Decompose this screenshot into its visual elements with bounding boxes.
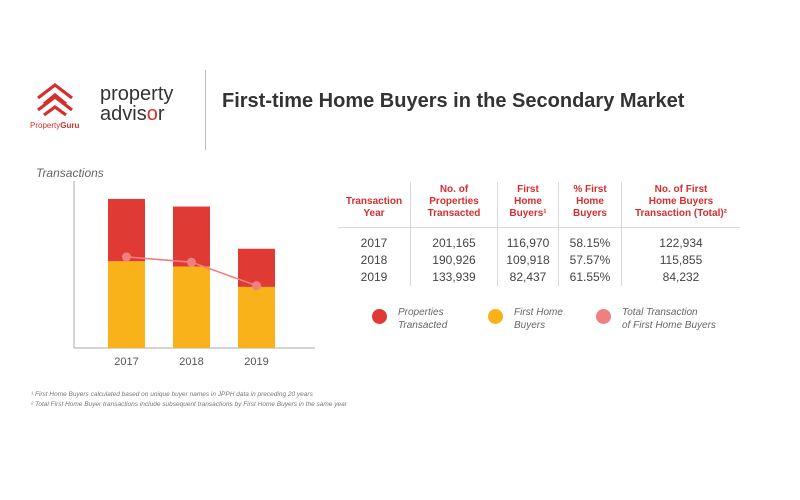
advisor-line1: property	[100, 83, 174, 105]
header-divider	[205, 70, 206, 150]
advisor-line2: advisor	[100, 103, 165, 125]
legend-label: Properties Transacted	[398, 307, 448, 331]
point-total-transaction	[187, 257, 196, 267]
page-title: First-time Home Buyers in the Secondary …	[222, 90, 685, 112]
propertyguru-logo-icon	[37, 82, 73, 117]
table-row: 2017 201,165 116,970 58.15% 122,934	[338, 227, 740, 252]
table-header-cell: No. of Properties Transacted	[410, 182, 498, 228]
table-header-cell: First Home Buyers¹	[497, 182, 559, 228]
bar-first-home-buyers	[173, 266, 210, 348]
footnote-2: ² Total First Home Buyer transactions in…	[31, 401, 347, 408]
table-header-row: Transaction Year No. of Properties Transact…	[338, 182, 740, 228]
x-tick-label: 2019	[244, 356, 268, 368]
table-cell: 82,437	[497, 269, 559, 286]
data-table: Transaction Year No. of Properties Transact…	[338, 182, 740, 286]
table-cell: 190,926	[410, 252, 498, 269]
table-body: 2017 201,165 116,970 58.15% 122,934 2018 190,9…	[338, 227, 740, 286]
legend-swatch	[372, 309, 387, 324]
bar-properties-transacted	[173, 206, 210, 267]
table-cell: 2018	[360, 253, 388, 267]
table-cell: 115,855	[621, 252, 740, 269]
legend-item-properties-transacted: Properties Transacted	[372, 306, 447, 332]
table-cell: 57.57%	[558, 252, 622, 269]
table-cell: 116,970	[497, 227, 559, 252]
x-tick-label: 2018	[179, 356, 203, 368]
chart-y-axis-label: Transactions	[36, 166, 104, 180]
table-cell: 133,939	[410, 269, 498, 286]
bar-first-home-buyers	[238, 286, 275, 348]
stacked-bar-chart: 2017 2018 2019	[73, 181, 315, 368]
table-header-cell: No. of First Home Buyers Transaction (Tota…	[621, 182, 740, 228]
legend-swatch	[596, 309, 611, 324]
legend-item-first-home-buyers: First Home Buyers	[488, 306, 563, 332]
table-cell: 109,918	[497, 252, 559, 269]
point-total-transaction	[122, 252, 131, 262]
legend-swatch	[488, 309, 503, 324]
table-header-cell: Transaction Year	[345, 196, 403, 219]
table-cell: 61.55%	[558, 269, 622, 286]
table-header-cell: % First Home Buyers	[558, 182, 622, 228]
table-cell: 84,232	[621, 269, 740, 286]
propertyguru-wordmark: PropertyGuru	[30, 121, 80, 130]
footnote-1: ¹ First Home Buyers calculated based on …	[31, 391, 313, 398]
table-cell: 2017	[360, 236, 388, 250]
table-cell: 2019	[360, 270, 388, 284]
table-row: 2019 133,939 82,437 61.55% 84,232	[338, 269, 740, 286]
legend-label: First Home Buyers	[514, 307, 563, 331]
legend-label: Total Transaction of First Home Buyers	[622, 307, 716, 331]
legend-item-total-transaction: Total Transaction of First Home Buyers	[596, 306, 716, 332]
table-row: 2018 190,926 109,918 57.57% 115,855	[338, 252, 740, 269]
property-advisor-logo: property advisor	[100, 84, 173, 124]
table-cell: 58.15%	[558, 227, 622, 252]
bar-properties-transacted	[108, 198, 145, 262]
table-cell: 122,934	[621, 227, 740, 252]
x-tick-label: 2017	[114, 356, 138, 368]
table-cell: 201,165	[410, 227, 498, 252]
bar-first-home-buyers	[108, 261, 145, 348]
point-total-transaction	[252, 281, 261, 291]
